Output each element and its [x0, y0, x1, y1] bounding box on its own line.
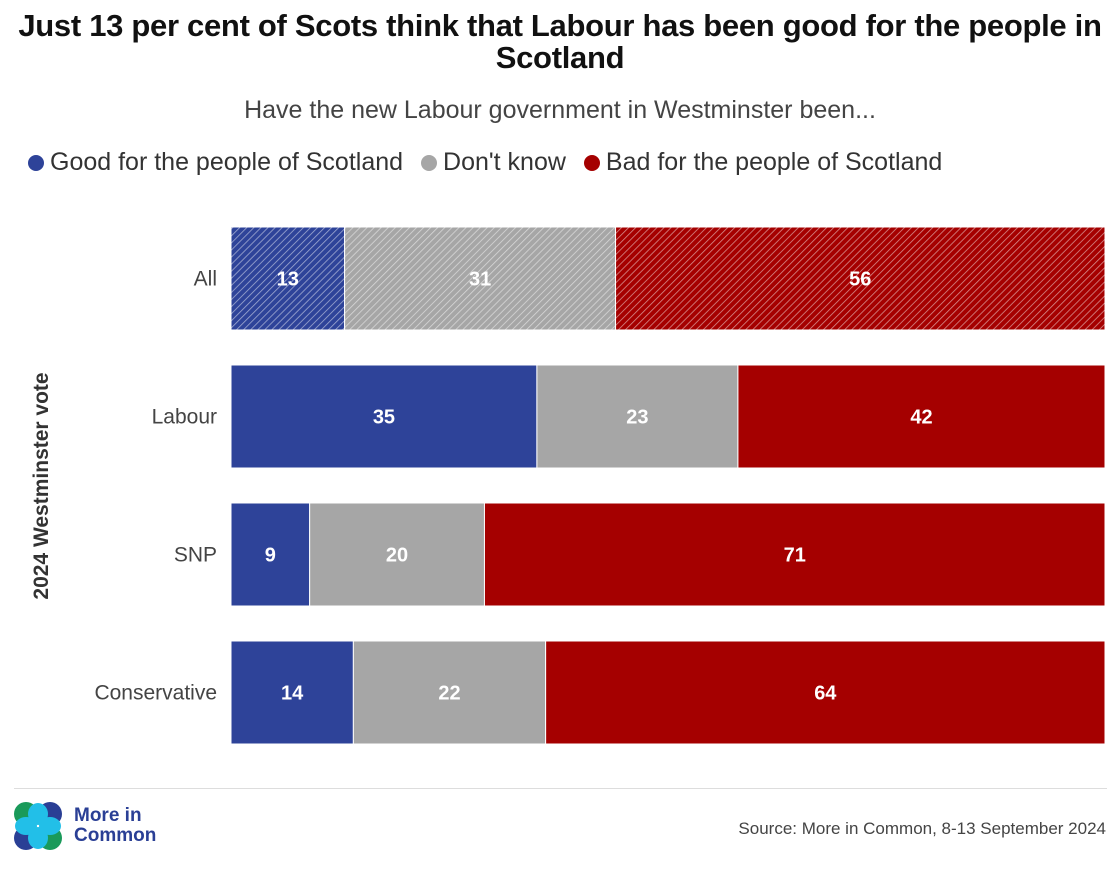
legend-swatch-bad [583, 154, 600, 171]
data-label-snp-series-0: 9 [265, 545, 276, 567]
bar-conservative-series-1 [352, 640, 547, 745]
legend-item-good: Good for the people of Scotland [28, 148, 403, 177]
category-label-labour: Labour [152, 406, 217, 429]
legend-label-bad: Bad for the people of Scotland [605, 148, 943, 176]
data-label-snp-series-1: 20 [386, 545, 408, 567]
data-label-conservative-series-2: 64 [814, 683, 837, 705]
data-label-conservative-series-0: 14 [281, 683, 304, 705]
bar-labour-series-1 [536, 364, 739, 469]
bar-labour-series-2 [737, 364, 1106, 469]
bar-all-series-1 [344, 226, 617, 331]
data-label-labour-series-1: 23 [626, 407, 648, 429]
bar-all-series-2 [615, 226, 1106, 331]
data-label-all-series-0: 13 [277, 269, 299, 291]
bar-all-series-0 [230, 226, 346, 331]
data-label-labour-series-0: 35 [373, 407, 395, 429]
legend-swatch-good [28, 154, 44, 171]
logo-text: More in Common [74, 806, 156, 846]
chart-title: Just 13 per cent of Scots think that Lab… [18, 8, 1102, 75]
source-note: Source: More in Common, 8-13 September 2… [738, 819, 1106, 838]
footer-divider [14, 788, 1107, 789]
category-label-all: All [194, 268, 217, 291]
legend-label-dont-know: Don't know [443, 148, 566, 176]
legend-item-bad: Bad for the people of Scotland [583, 148, 943, 177]
data-label-all-series-1: 31 [469, 269, 491, 291]
legend-item-dont-know: Don't know [421, 148, 566, 177]
category-label-snp: SNP [174, 544, 217, 567]
bar-conservative-series-2 [545, 640, 1106, 745]
legend-label-good: Good for the people of Scotland [50, 148, 404, 176]
data-label-labour-series-2: 42 [910, 407, 932, 429]
data-label-conservative-series-1: 22 [438, 683, 460, 705]
bar-conservative-series-0 [230, 640, 354, 745]
legend: Good for the people of Scotland Don't kn… [28, 148, 960, 177]
data-label-all-series-2: 56 [849, 269, 871, 291]
logo-text-line1: More in [74, 805, 142, 826]
legend-swatch-dont-know [421, 154, 438, 171]
bar-snp-series-1 [309, 502, 485, 607]
bar-labour-series-0 [230, 364, 538, 469]
category-label-conservative: Conservative [94, 682, 217, 705]
bar-snp-series-0 [230, 502, 311, 607]
logo-text-line2: Common [74, 825, 157, 846]
data-label-snp-series-2: 71 [784, 545, 806, 567]
chart-subtitle: Have the new Labour government in Westmi… [244, 96, 876, 124]
more-in-common-logo-icon [14, 802, 62, 850]
bar-snp-series-2 [483, 502, 1106, 607]
brand-logo: More in Common [12, 800, 156, 852]
